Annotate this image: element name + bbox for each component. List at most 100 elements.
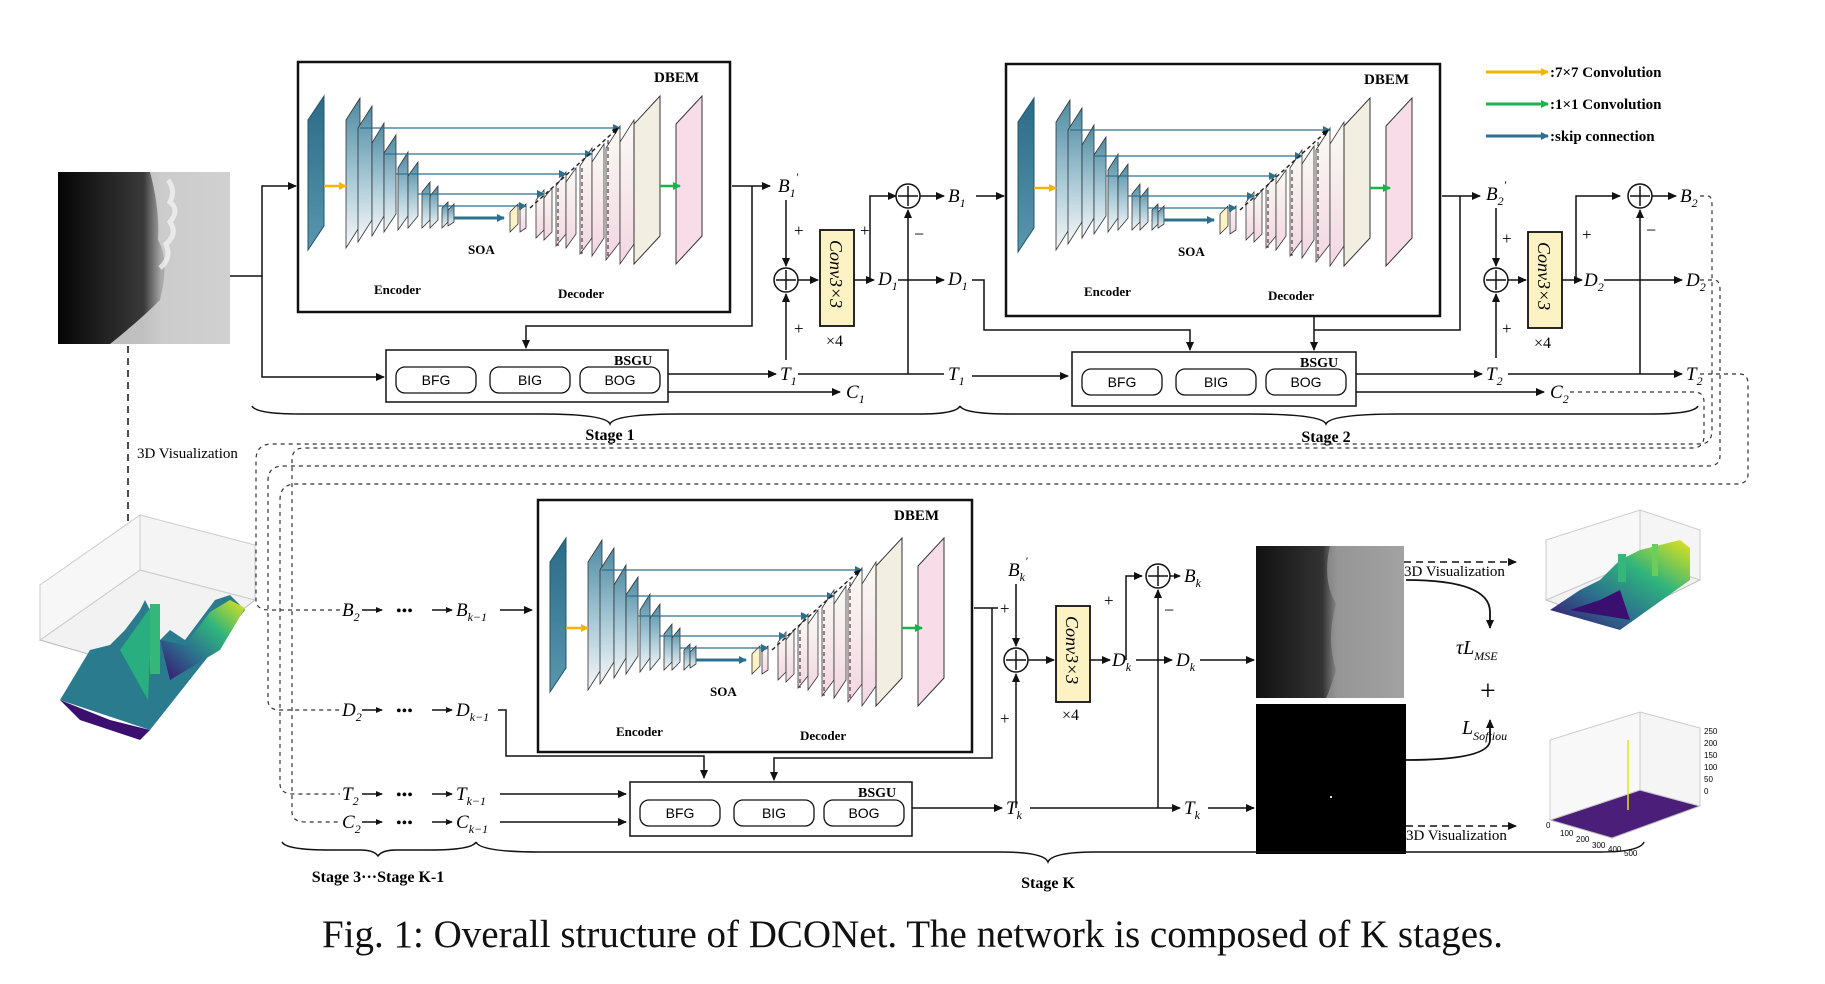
- svg-text:Dk: Dk: [1111, 650, 1132, 674]
- svg-text:−: −: [1164, 600, 1174, 620]
- bfg-label-2: BFG: [1108, 374, 1137, 390]
- stage-1: DBEM Encoder Decoder SOA BSGU BFG BIG BO…: [230, 60, 968, 444]
- times4-label-k: ×4: [1062, 707, 1079, 724]
- svg-text:400: 400: [1608, 845, 1622, 854]
- conv-box-1: [819, 229, 855, 327]
- svg-text:D2: D2: [1685, 270, 1706, 294]
- svg-text:−: −: [914, 224, 924, 244]
- bsgu-label-k: BSGU: [858, 786, 896, 801]
- vis-label-3: 3D Visualization: [1406, 828, 1507, 844]
- bsgu-label-2: BSGU: [1300, 356, 1338, 371]
- svg-text:D2: D2: [341, 700, 362, 724]
- legend-7x7: :7×7 Convolution: [1550, 65, 1662, 81]
- soa-label-2: SOA: [1178, 244, 1205, 259]
- svg-text:T2: T2: [1486, 364, 1503, 388]
- big-label-2: BIG: [1204, 374, 1228, 390]
- svg-text:•••: •••: [396, 603, 413, 620]
- svg-text:Bk−1: Bk−1: [456, 600, 487, 624]
- svg-text:T2: T2: [342, 784, 359, 808]
- bog-label-2: BOG: [1290, 374, 1321, 390]
- svg-text:+: +: [1502, 229, 1512, 248]
- svg-text:D2: D2: [1583, 270, 1604, 294]
- svg-text:Bk': Bk': [1008, 554, 1028, 584]
- vis-label-1: 3D Visualization: [137, 446, 238, 462]
- svg-text:100: 100: [1560, 829, 1574, 838]
- svg-text:500: 500: [1624, 849, 1638, 858]
- figure-caption: Fig. 1: Overall structure of DCONet. The…: [322, 913, 1503, 956]
- encoder-label-1: Encoder: [374, 282, 421, 297]
- stage-2-label: Stage 2: [1301, 429, 1350, 446]
- svg-text:T2: T2: [1686, 364, 1703, 388]
- conv-label-2: Conv3×3: [1534, 242, 1554, 310]
- soa-label-1: SOA: [468, 242, 495, 257]
- legend-skip: :skip connection: [1550, 129, 1655, 145]
- svg-text:+: +: [1000, 709, 1010, 728]
- encoder-label-2: Encoder: [1084, 284, 1131, 299]
- svg-text:50: 50: [1704, 775, 1713, 784]
- svg-text:C1: C1: [846, 382, 865, 406]
- input-infrared-image: [58, 172, 230, 344]
- svg-text:•••: •••: [396, 815, 413, 832]
- output-target-mask: [1256, 704, 1406, 854]
- svg-text:Tk: Tk: [1006, 798, 1023, 822]
- svg-text:Tk−1: Tk−1: [456, 784, 486, 808]
- svg-text:T1: T1: [780, 364, 797, 388]
- svg-text:0: 0: [1546, 821, 1551, 830]
- svg-text:+: +: [1000, 599, 1010, 618]
- svg-text:LSoftiou: LSoftiou: [1461, 717, 1507, 743]
- svg-text:D1: D1: [947, 269, 968, 293]
- svg-text:100: 100: [1704, 763, 1718, 772]
- svg-text:+: +: [860, 221, 870, 240]
- vis-label-2: 3D Visualization: [1404, 564, 1505, 580]
- big-label-k: BIG: [762, 805, 786, 821]
- bog-label-1: BOG: [604, 372, 635, 388]
- svg-text:Dk: Dk: [1175, 650, 1196, 674]
- times4-label-2: ×4: [1534, 335, 1551, 352]
- dconet-diagram: 3D Visualization DBEM Encoder Decoder SO…: [38, 60, 1749, 892]
- svg-text:300: 300: [1592, 841, 1606, 850]
- svg-text:+: +: [1582, 225, 1592, 244]
- legend-1x1: :1×1 Convolution: [1550, 97, 1662, 113]
- stage-1-label: Stage 1: [585, 427, 634, 444]
- svg-text:τLMSE: τLMSE: [1456, 637, 1498, 663]
- bog-label-k: BOG: [848, 805, 879, 821]
- dbem-label-k: DBEM: [894, 508, 939, 524]
- bfg-label-1: BFG: [422, 372, 451, 388]
- conv-box-k: [1055, 605, 1091, 703]
- conv-label-k: Conv3×3: [1062, 616, 1082, 684]
- stage-k: B2 ••• Bk−1 D2 ••• Dk−1 T2 ••• Tk−1 C2 •…: [281, 498, 1718, 892]
- svg-text:250: 250: [1704, 727, 1718, 736]
- svg-text:Tk: Tk: [1184, 798, 1201, 822]
- svg-text:+: +: [1480, 676, 1496, 707]
- soa-label-k: SOA: [710, 684, 737, 699]
- svg-text:Ck−1: Ck−1: [456, 812, 488, 836]
- output-3d-plot-bottom: 250 200 150 100 50 0 0 100 200 300 400 5…: [1546, 711, 1718, 858]
- svg-text:200: 200: [1704, 739, 1718, 748]
- svg-text:+: +: [794, 221, 804, 240]
- svg-text:C2: C2: [1550, 382, 1569, 406]
- stage-3k-label: Stage 3···Stage K-1: [312, 869, 444, 886]
- input-3d-plot: [38, 514, 257, 740]
- svg-text:150: 150: [1704, 751, 1718, 760]
- bfg-label-k: BFG: [666, 805, 695, 821]
- svg-text:+: +: [794, 319, 804, 338]
- stage-2: DBEM Encoder Decoder SOA BSGU BFG BIG BO…: [959, 62, 1706, 446]
- svg-text:−: −: [1646, 220, 1656, 240]
- decoder-label-k: Decoder: [800, 728, 846, 743]
- output-3d-plot-top: [1544, 509, 1702, 630]
- svg-text:B1': B1': [778, 170, 799, 200]
- svg-text:Dk−1: Dk−1: [455, 700, 489, 724]
- svg-text:0: 0: [1704, 787, 1709, 796]
- svg-text:B1: B1: [948, 186, 966, 210]
- conv-box-2: [1527, 231, 1563, 329]
- svg-text:B2': B2': [1486, 178, 1507, 208]
- dbem-label-1: DBEM: [654, 70, 699, 86]
- times4-label-1: ×4: [826, 333, 843, 350]
- stage-k-label: Stage K: [1021, 875, 1075, 892]
- decoder-label-2: Decoder: [1268, 288, 1314, 303]
- svg-text:B2: B2: [1680, 186, 1698, 210]
- svg-text:T1: T1: [948, 364, 965, 388]
- svg-text:Bk: Bk: [1184, 566, 1202, 590]
- big-label-1: BIG: [518, 372, 542, 388]
- svg-text:200: 200: [1576, 835, 1590, 844]
